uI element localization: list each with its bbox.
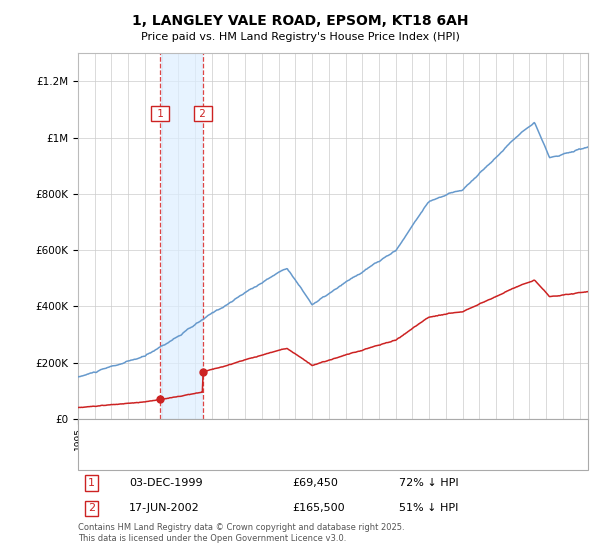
Text: 1, LANGLEY VALE ROAD, EPSOM, KT18 6AH (detached house): 1, LANGLEY VALE ROAD, EPSOM, KT18 6AH (d… [124, 428, 442, 438]
Text: £165,500: £165,500 [292, 503, 345, 514]
Text: 1, LANGLEY VALE ROAD, EPSOM, KT18 6AH: 1, LANGLEY VALE ROAD, EPSOM, KT18 6AH [132, 14, 468, 28]
Text: Contains HM Land Registry data © Crown copyright and database right 2025.: Contains HM Land Registry data © Crown c… [78, 524, 404, 533]
Text: 72% ↓ HPI: 72% ↓ HPI [400, 478, 459, 488]
Text: 17-JUN-2002: 17-JUN-2002 [129, 503, 200, 514]
Text: 1: 1 [88, 478, 95, 488]
Text: 2: 2 [196, 109, 209, 119]
Text: £69,450: £69,450 [292, 478, 338, 488]
FancyBboxPatch shape [78, 419, 588, 470]
Text: HPI: Average price, detached house, Epsom and Ewell: HPI: Average price, detached house, Epso… [124, 451, 406, 461]
Text: 2: 2 [88, 503, 95, 514]
Text: This data is licensed under the Open Government Licence v3.0.: This data is licensed under the Open Gov… [78, 534, 346, 543]
Text: 51% ↓ HPI: 51% ↓ HPI [400, 503, 458, 514]
Text: Price paid vs. HM Land Registry's House Price Index (HPI): Price paid vs. HM Land Registry's House … [140, 32, 460, 43]
Text: 1: 1 [154, 109, 167, 119]
Text: 03-DEC-1999: 03-DEC-1999 [129, 478, 203, 488]
